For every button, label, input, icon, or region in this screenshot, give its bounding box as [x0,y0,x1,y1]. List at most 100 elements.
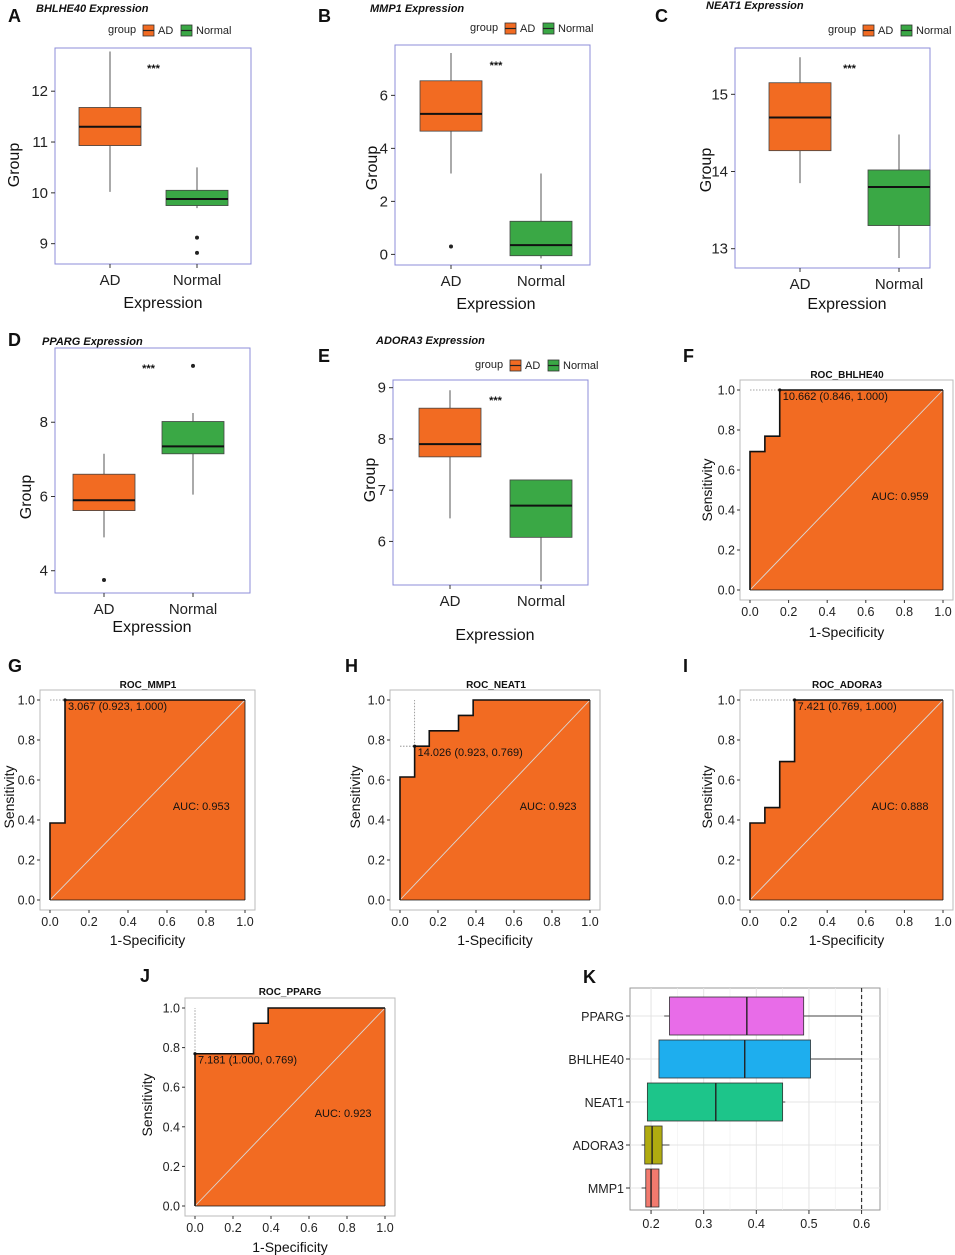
x-tick-label: Normal [517,273,565,290]
x-axis-label: 1-Specificity [457,932,532,948]
y-tick-label: 0.2 [368,854,385,868]
y-tick-label: 0.4 [368,814,385,828]
x-tick-label: 0.6 [853,1217,870,1231]
y-tick-label: 6 [378,533,386,550]
box-iqr [644,1125,663,1165]
chart-title: ADORA3 Expression [375,335,485,347]
y-tick-label: 0.2 [163,1160,180,1174]
legend-label-ad: AD [520,23,535,35]
y-axis-label: Group [698,148,715,193]
auc-label: AUC: 0.923 [520,801,577,813]
panel-b: B MMP1 Expression group AD Normal 0 2 4 6 AD Norma… [318,3,593,313]
y-tick-label: 6 [40,488,48,505]
x-tick-label: 0.6 [505,915,522,929]
panel-e: E ADORA3 Expression group AD Normal 6 7 8 9 AD Nor… [318,335,598,644]
y-tick-label: 15 [711,86,728,103]
outlier-point [102,578,106,583]
box-adora3 [641,1125,670,1165]
y-tick-label: 9 [378,380,386,397]
box-ad [78,51,142,192]
y-axis-label: Group [364,146,381,191]
x-tick-label: AD [790,276,811,293]
y-tick-label: 14 [711,164,728,181]
y-tick-label: PPARG [581,1010,624,1024]
chart-title: NEAT1 Expression [706,0,804,12]
legend-swatch-ad [142,24,155,37]
legend-label-ad: AD [158,25,173,37]
legend-swatch-normal [542,22,555,35]
significance-label: *** [843,63,857,75]
y-tick-label: BHLHE40 [568,1053,624,1067]
box-iqr [645,1168,660,1208]
x-tick-label: 0.6 [857,605,874,619]
panel-h: H ROC_NEAT1 14.026 (0.923, 0.769) AUC: 0.92… [345,656,601,948]
box-ad [72,453,136,583]
box-normal [867,134,931,258]
legend-swatch-ad [509,359,522,372]
x-tick-label: 0.0 [741,605,758,619]
x-tick-label: 0.6 [300,1221,317,1235]
threshold-label: 7.181 (1.000, 0.769) [198,1055,297,1067]
x-tick-label: 0.0 [41,915,58,929]
box-ad [768,57,832,184]
diagonal-line [749,699,944,901]
threshold-label: 10.662 (0.846, 1.000) [783,391,888,403]
panel-label: D [8,330,21,350]
x-tick-label: Normal [517,593,565,610]
panel-label: B [318,6,331,26]
y-tick-label: 0.4 [718,504,735,518]
x-tick-label: 0.0 [186,1221,203,1235]
y-tick-label: 1.0 [163,1002,180,1016]
y-tick-label: 1.0 [718,384,735,398]
y-tick-label: 0.8 [718,424,735,438]
y-tick-label: 8 [378,431,386,448]
x-tick-label: 0.2 [780,915,797,929]
y-tick-label: 0.8 [718,734,735,748]
significance-label: *** [489,395,503,407]
chart-title: ROC_ADORA3 [812,680,882,691]
threshold-label: 7.421 (0.769, 1.000) [798,701,897,713]
legend-title: group [828,24,856,36]
panel-label: F [683,346,694,366]
box-iqr [669,996,805,1036]
y-tick-label: 11 [32,134,48,151]
x-tick-label: 0.2 [429,915,446,929]
x-tick-label: Normal [173,272,221,289]
roc-curve [749,699,943,900]
box-ad [418,390,482,519]
diagonal-line [399,699,591,901]
legend-label-ad: AD [878,25,893,37]
legend-label-ad: AD [525,360,540,372]
box-iqr [867,169,931,226]
panel-label: K [583,967,596,987]
x-tick-label: 0.2 [642,1217,659,1231]
plot-border [54,347,251,594]
y-tick-label: 0.0 [718,894,735,908]
y-tick-label: 0.6 [368,774,385,788]
box-normal [509,479,573,582]
x-tick-label: 0.4 [819,605,836,619]
x-tick-label: 0.8 [338,1221,355,1235]
box-bhlhe40 [658,1039,862,1079]
y-tick-label: 2 [380,193,388,210]
auc-label: AUC: 0.923 [315,1108,372,1120]
x-tick-label: 0.5 [800,1217,817,1231]
y-tick-label: 1.0 [718,694,735,708]
legend-swatch-ad [504,22,517,35]
box-pparg [664,996,862,1036]
y-axis-label: Group [6,143,23,188]
x-tick-label: 0.8 [896,915,913,929]
y-tick-label: 8 [40,414,48,431]
x-tick-label: 0.4 [819,915,836,929]
legend-swatch-normal [180,24,193,37]
x-axis-label: Expression [112,619,191,636]
y-tick-label: 0.2 [18,854,35,868]
y-tick-label: 0.6 [718,774,735,788]
chart-title: PPARG Expression [42,336,143,348]
panel-label: G [8,656,22,676]
y-tick-label: 9 [40,236,48,253]
y-tick-label: 4 [40,563,48,580]
panel-a: A BHLHE40 Expression group AD Normal 9 10 11 12 A… [6,3,252,312]
x-axis-label: 1-Specificity [809,932,884,948]
chart-title: ROC_MMP1 [120,680,177,691]
